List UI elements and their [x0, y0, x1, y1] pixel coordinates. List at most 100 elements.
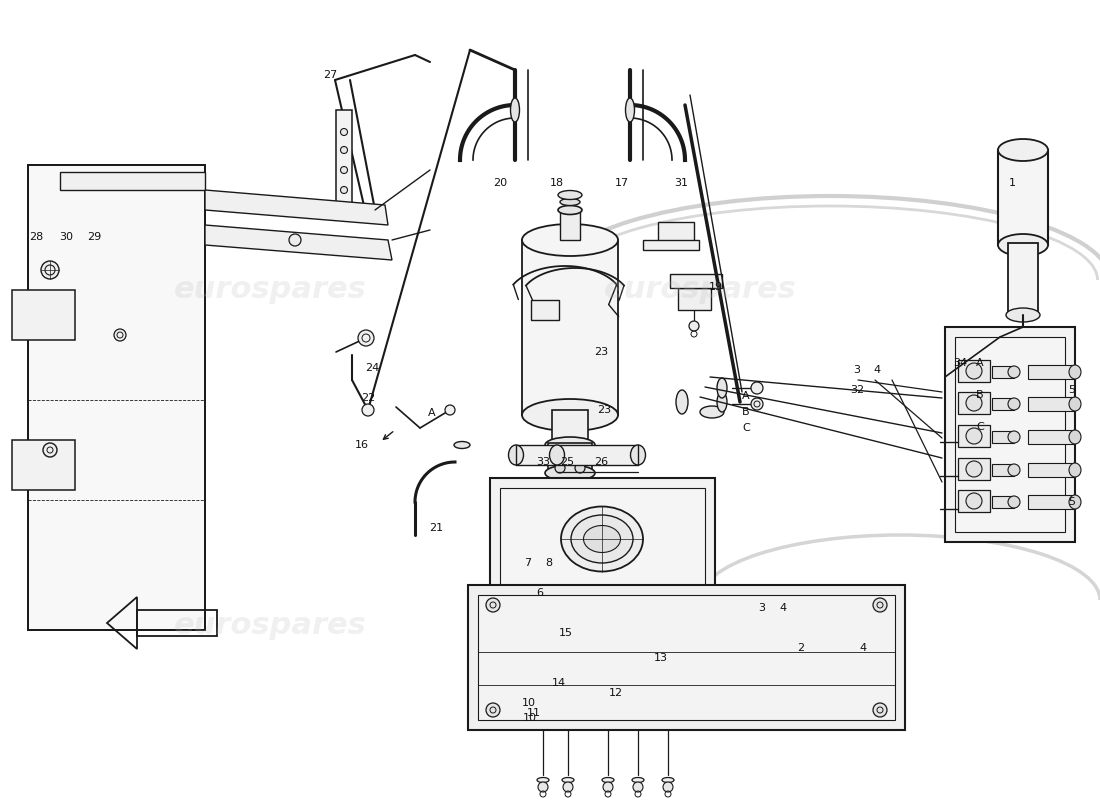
Text: 20: 20: [493, 178, 507, 188]
Bar: [958, 392, 990, 414]
Bar: [500, 488, 705, 590]
Ellipse shape: [1008, 464, 1020, 476]
Ellipse shape: [561, 506, 644, 571]
Text: 2: 2: [798, 643, 804, 653]
Ellipse shape: [1008, 398, 1020, 410]
Circle shape: [873, 598, 887, 612]
Text: 10: 10: [522, 713, 537, 723]
Circle shape: [663, 782, 673, 792]
Ellipse shape: [966, 461, 982, 477]
Circle shape: [289, 234, 301, 246]
Circle shape: [358, 330, 374, 346]
Bar: [516, 445, 638, 465]
Bar: [1028, 430, 1075, 444]
Circle shape: [538, 782, 548, 792]
Text: 25: 25: [560, 457, 574, 467]
Bar: [992, 431, 1014, 443]
Circle shape: [556, 463, 565, 473]
Text: 18: 18: [550, 178, 564, 188]
Ellipse shape: [1008, 431, 1020, 443]
Circle shape: [603, 782, 613, 792]
Text: B: B: [976, 390, 983, 400]
Bar: [560, 210, 580, 240]
Circle shape: [341, 146, 348, 154]
Bar: [522, 240, 618, 415]
Ellipse shape: [560, 206, 580, 214]
Bar: [1028, 365, 1075, 379]
Bar: [531, 301, 559, 321]
Ellipse shape: [1006, 308, 1040, 322]
Ellipse shape: [508, 445, 524, 465]
Text: 6: 6: [537, 588, 543, 598]
Text: A: A: [742, 391, 750, 401]
Ellipse shape: [602, 778, 614, 782]
Bar: [958, 490, 990, 512]
Polygon shape: [12, 440, 75, 490]
Circle shape: [43, 443, 57, 457]
Ellipse shape: [562, 778, 574, 782]
Ellipse shape: [676, 390, 688, 414]
Text: eurospares: eurospares: [604, 275, 796, 305]
Ellipse shape: [966, 363, 982, 379]
Ellipse shape: [454, 442, 470, 449]
Text: 4: 4: [873, 365, 881, 375]
Ellipse shape: [662, 778, 674, 782]
Bar: [992, 398, 1014, 410]
Bar: [958, 458, 990, 480]
Circle shape: [341, 186, 348, 194]
Ellipse shape: [1069, 397, 1081, 411]
Text: 14: 14: [552, 678, 567, 688]
Ellipse shape: [626, 98, 635, 122]
Circle shape: [689, 321, 698, 331]
Ellipse shape: [544, 437, 595, 453]
Bar: [552, 410, 589, 445]
Circle shape: [341, 166, 348, 174]
Ellipse shape: [550, 445, 564, 465]
Text: 22: 22: [361, 393, 375, 403]
Polygon shape: [205, 225, 392, 260]
Text: 23: 23: [597, 405, 612, 415]
Circle shape: [751, 398, 763, 410]
Circle shape: [341, 129, 348, 135]
Ellipse shape: [998, 139, 1048, 161]
Text: 16: 16: [355, 440, 368, 450]
Bar: [992, 464, 1014, 476]
Text: C: C: [976, 422, 983, 432]
Text: eurospares: eurospares: [174, 610, 366, 639]
Circle shape: [362, 404, 374, 416]
Text: 29: 29: [87, 232, 101, 242]
Circle shape: [486, 703, 500, 717]
Circle shape: [486, 598, 500, 612]
Ellipse shape: [522, 224, 618, 256]
Ellipse shape: [966, 428, 982, 444]
Text: 13: 13: [654, 653, 668, 663]
Bar: [958, 425, 990, 447]
Circle shape: [114, 329, 126, 341]
Ellipse shape: [700, 406, 724, 418]
Polygon shape: [28, 165, 205, 630]
Bar: [1028, 495, 1075, 509]
Ellipse shape: [717, 392, 727, 412]
Circle shape: [41, 261, 59, 279]
Bar: [548, 443, 592, 473]
Bar: [336, 110, 352, 205]
Text: 3: 3: [854, 365, 860, 375]
Polygon shape: [12, 290, 75, 340]
Ellipse shape: [1069, 495, 1081, 509]
Bar: [945, 327, 1075, 542]
Text: 30: 30: [59, 232, 73, 242]
Bar: [1008, 243, 1038, 315]
Text: C: C: [742, 423, 750, 433]
Ellipse shape: [998, 234, 1048, 256]
Text: eurospares: eurospares: [174, 275, 366, 305]
Bar: [1028, 397, 1075, 411]
Ellipse shape: [630, 445, 646, 465]
Circle shape: [751, 382, 763, 394]
Bar: [490, 478, 715, 600]
Text: 24: 24: [365, 363, 380, 373]
Circle shape: [873, 703, 887, 717]
Text: 17: 17: [615, 178, 629, 188]
Text: 1: 1: [1009, 178, 1015, 188]
Circle shape: [563, 782, 573, 792]
Bar: [955, 337, 1065, 532]
